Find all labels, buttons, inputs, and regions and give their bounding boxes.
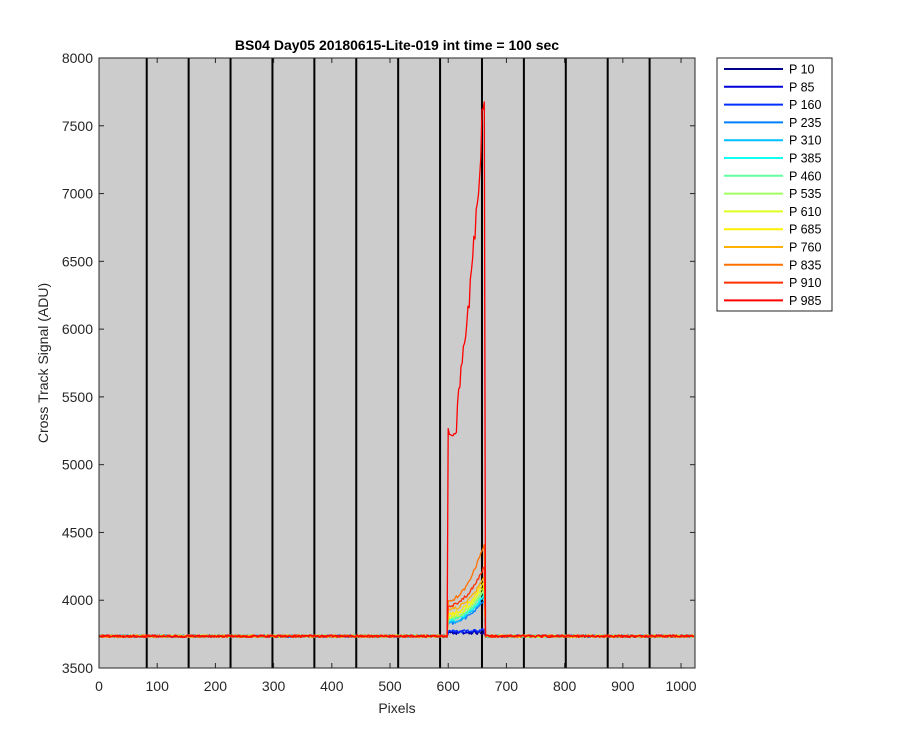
- series-lines: [98, 101, 695, 639]
- x-tick-label: 1000: [665, 678, 696, 694]
- plot-frame: [98, 57, 696, 669]
- legend: P 10 P 85 P 160 P 235 P 310 P 385 P 460 P 535 P …: [716, 57, 833, 312]
- series-line: [98, 101, 695, 639]
- legend-label: P 85: [789, 80, 815, 94]
- legend-label: P 835: [789, 258, 821, 272]
- x-tick-label: 500: [378, 678, 402, 694]
- x-tick-label: 600: [437, 678, 461, 694]
- x-axis: 0 100 200 300 400 500 600 700 800 900 1000: [95, 58, 697, 694]
- y-axis-label: Cross Track Signal (ADU): [35, 283, 51, 443]
- x-tick-label: 100: [146, 678, 170, 694]
- legend-label: P 310: [789, 134, 821, 148]
- legend-label: P 910: [789, 276, 821, 290]
- x-tick-label: 700: [495, 678, 519, 694]
- legend-box: [716, 57, 833, 312]
- y-tick-label: 8000: [62, 50, 93, 66]
- chart-title: BS04 Day05 20180615-Lite-019 int time = …: [235, 37, 559, 53]
- y-tick-label: 3500: [62, 660, 93, 676]
- x-tick-label: 0: [95, 678, 103, 694]
- legend-label: P 460: [789, 169, 821, 183]
- legend-label: P 610: [789, 205, 821, 219]
- legend-label: P 985: [789, 294, 821, 308]
- y-tick-label: 7000: [62, 186, 93, 202]
- x-tick-label: 800: [553, 678, 577, 694]
- y-axis: 3500 4000 4500 5000 5500 6000 6500 7000 7500 8000: [62, 50, 695, 676]
- y-tick-label: 7500: [62, 118, 93, 134]
- legend-label: P 160: [789, 98, 821, 112]
- x-tick-label: 400: [320, 678, 344, 694]
- x-tick-label: 300: [262, 678, 286, 694]
- y-tick-label: 5500: [62, 389, 93, 405]
- legend-label: P 10: [789, 63, 815, 77]
- legend-label: P 535: [789, 187, 821, 201]
- y-tick-label: 6500: [62, 253, 93, 269]
- x-axis-label: Pixels: [378, 700, 415, 716]
- plot-area: [99, 58, 695, 668]
- legend-label: P 385: [789, 152, 821, 166]
- vertical-lines: [145, 58, 651, 668]
- legend-label: P 760: [789, 241, 821, 255]
- legend-label: P 235: [789, 116, 821, 130]
- x-tick-label: 900: [611, 678, 635, 694]
- y-tick-label: 5000: [62, 457, 93, 473]
- legend-label: P 685: [789, 223, 821, 237]
- y-tick-label: 4000: [62, 592, 93, 608]
- y-tick-label: 6000: [62, 321, 93, 337]
- x-tick-label: 200: [204, 678, 228, 694]
- y-tick-label: 4500: [62, 524, 93, 540]
